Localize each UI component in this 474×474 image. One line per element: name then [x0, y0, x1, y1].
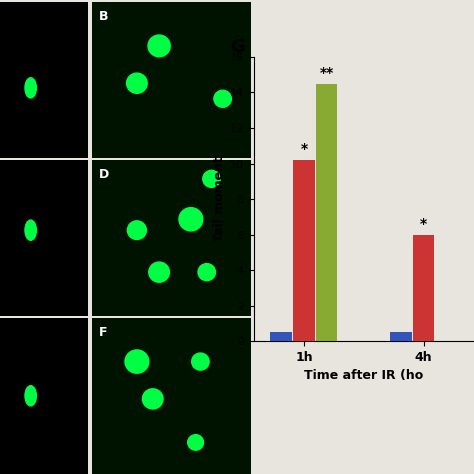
Circle shape — [214, 90, 231, 107]
Circle shape — [179, 208, 203, 231]
Text: G: G — [230, 38, 245, 56]
Circle shape — [25, 78, 36, 98]
Circle shape — [25, 220, 36, 240]
Bar — [390, 331, 412, 341]
Y-axis label: Tail moment: Tail moment — [212, 156, 226, 242]
Circle shape — [188, 435, 204, 450]
Circle shape — [191, 353, 209, 370]
Text: F: F — [99, 326, 107, 339]
Bar — [270, 332, 292, 341]
Circle shape — [148, 35, 170, 57]
Circle shape — [143, 389, 163, 409]
Text: *: * — [420, 217, 427, 231]
Circle shape — [125, 350, 149, 373]
Text: *: * — [301, 142, 308, 156]
Circle shape — [127, 73, 147, 93]
Circle shape — [25, 386, 36, 406]
Bar — [316, 83, 337, 341]
Bar — [413, 235, 435, 341]
Text: D: D — [99, 168, 109, 181]
Circle shape — [149, 262, 169, 282]
Circle shape — [128, 221, 146, 239]
Text: B: B — [99, 10, 108, 23]
Text: **: ** — [319, 66, 334, 80]
Circle shape — [198, 264, 216, 281]
Bar — [293, 160, 315, 341]
Circle shape — [203, 170, 220, 187]
Text: Time after IR (ho: Time after IR (ho — [304, 369, 423, 382]
